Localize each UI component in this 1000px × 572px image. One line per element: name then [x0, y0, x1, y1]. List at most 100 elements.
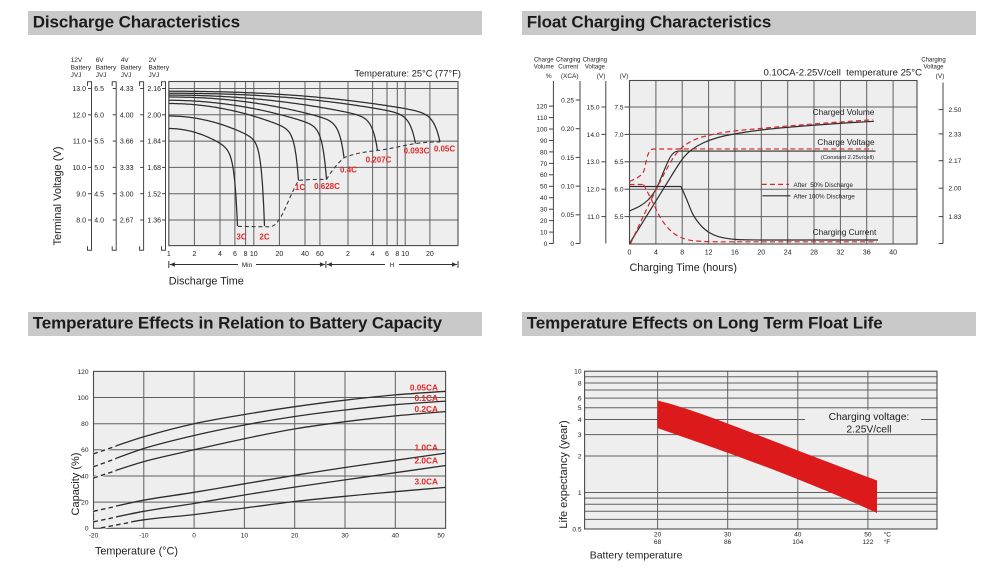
svg-text:1: 1: [167, 251, 171, 258]
svg-text:12V: 12V: [71, 57, 83, 64]
svg-text:JVJ: JVJ: [96, 72, 107, 79]
svg-text:60: 60: [540, 172, 548, 179]
svg-text:Charging Time (hours): Charging Time (hours): [630, 262, 737, 274]
svg-text:4: 4: [578, 417, 582, 424]
svg-text:Charging: Charging: [583, 58, 607, 64]
svg-text:2C: 2C: [259, 232, 269, 241]
svg-text:Battery: Battery: [149, 65, 170, 72]
svg-text:6.0: 6.0: [614, 187, 623, 194]
svg-text:Charging voltage:: Charging voltage:: [829, 412, 910, 423]
svg-text:Voltage: Voltage: [585, 65, 606, 71]
svg-text:4.00: 4.00: [120, 112, 134, 119]
svg-text:3.0CA: 3.0CA: [414, 477, 438, 487]
svg-text:0.05: 0.05: [561, 212, 574, 219]
svg-text:Voltage: Voltage: [923, 65, 944, 71]
svg-text:4: 4: [371, 251, 375, 258]
svg-text:20: 20: [276, 251, 284, 258]
svg-text:12.0: 12.0: [587, 187, 600, 194]
svg-text:60: 60: [81, 447, 89, 454]
svg-text:Charge: Charge: [534, 58, 554, 64]
svg-text:0.2CA: 0.2CA: [414, 404, 438, 414]
svg-text:50: 50: [864, 532, 872, 539]
svg-text:80: 80: [81, 421, 89, 428]
svg-text:0.20: 0.20: [561, 126, 574, 133]
svg-text:6: 6: [385, 251, 389, 258]
svg-text:8: 8: [244, 251, 248, 258]
svg-text:0.207C: 0.207C: [366, 156, 392, 165]
svg-text:40: 40: [81, 473, 89, 480]
svg-text:4.5: 4.5: [94, 191, 104, 198]
svg-text:Charging Current: Charging Current: [813, 227, 877, 237]
svg-text:12.0: 12.0: [72, 112, 86, 119]
svg-text:2.33: 2.33: [949, 131, 962, 138]
svg-text:Terminal Voltage (V): Terminal Voltage (V): [52, 146, 64, 245]
svg-text:4.33: 4.33: [120, 86, 134, 93]
svg-text:4: 4: [654, 250, 658, 257]
svg-text:Battery: Battery: [96, 65, 117, 72]
svg-text:2.00: 2.00: [147, 112, 161, 119]
svg-text:1: 1: [578, 490, 582, 497]
svg-text:30: 30: [341, 533, 349, 540]
svg-text:10.0: 10.0: [72, 165, 86, 172]
svg-text:11.0: 11.0: [587, 214, 600, 221]
svg-text:°C: °C: [884, 531, 892, 539]
svg-text:(XCA): (XCA): [561, 73, 579, 80]
svg-text:2.17: 2.17: [949, 158, 962, 165]
svg-text:30: 30: [724, 532, 732, 539]
svg-text:40: 40: [794, 532, 802, 539]
svg-text:3C: 3C: [236, 232, 246, 241]
svg-text:2.00: 2.00: [949, 186, 962, 193]
svg-text:Min: Min: [242, 262, 253, 269]
svg-text:8: 8: [680, 250, 684, 257]
svg-text:5.5: 5.5: [94, 139, 104, 146]
svg-text:3.00: 3.00: [120, 191, 134, 198]
svg-text:0: 0: [85, 526, 89, 533]
svg-text:1.68: 1.68: [147, 165, 161, 172]
svg-text:1.84: 1.84: [147, 139, 161, 146]
svg-text:Battery temperature: Battery temperature: [590, 550, 683, 562]
svg-text:9.0: 9.0: [76, 191, 86, 198]
svg-text:122: 122: [862, 539, 873, 546]
svg-text:0.05C: 0.05C: [434, 145, 456, 154]
svg-text:0: 0: [570, 241, 574, 248]
svg-text:5: 5: [578, 405, 582, 412]
svg-text:4V: 4V: [121, 57, 130, 64]
svg-text:16: 16: [731, 250, 739, 257]
svg-text:Discharge Time: Discharge Time: [169, 276, 244, 288]
svg-text:Charging: Charging: [921, 58, 945, 64]
svg-text:100: 100: [536, 126, 547, 133]
svg-text:2: 2: [578, 453, 582, 460]
svg-text:120: 120: [536, 104, 547, 111]
svg-text:After 100% Discharge: After 100% Discharge: [794, 193, 856, 200]
svg-text:5.0: 5.0: [94, 165, 104, 172]
svg-text:6: 6: [233, 251, 237, 258]
svg-text:10: 10: [250, 251, 258, 258]
svg-text:40: 40: [301, 251, 309, 258]
svg-text:10: 10: [574, 369, 582, 376]
svg-text:Volume: Volume: [534, 65, 555, 71]
svg-text:After 50% Discharge: After 50% Discharge: [794, 182, 854, 189]
svg-text:6.5: 6.5: [614, 159, 623, 166]
svg-text:0.4C: 0.4C: [340, 166, 357, 175]
svg-text:6.0: 6.0: [94, 112, 104, 119]
svg-text:H: H: [390, 262, 395, 269]
svg-text:Battery: Battery: [121, 65, 142, 72]
svg-text:40: 40: [889, 250, 897, 257]
svg-text:1.83: 1.83: [949, 214, 962, 221]
svg-text:50: 50: [540, 184, 548, 191]
svg-text:1C: 1C: [295, 183, 305, 192]
svg-text:13.0: 13.0: [587, 159, 600, 166]
svg-text:Charge Voltage: Charge Voltage: [817, 137, 875, 147]
svg-text:Life expectancy (year): Life expectancy (year): [558, 420, 570, 528]
svg-text:°F: °F: [884, 538, 891, 546]
svg-text:3.66: 3.66: [120, 139, 134, 146]
svg-text:68: 68: [654, 539, 662, 546]
svg-text:(Constant 2.25v/cell): (Constant 2.25v/cell): [821, 155, 874, 161]
svg-text:40: 40: [540, 195, 548, 202]
svg-text:Temperature (°C): Temperature (°C): [95, 546, 178, 558]
svg-text:0: 0: [628, 250, 632, 257]
svg-text:Charged Volume: Charged Volume: [813, 107, 875, 117]
svg-text:24: 24: [784, 250, 792, 257]
svg-text:(V): (V): [936, 73, 945, 80]
svg-text:5.5: 5.5: [614, 214, 623, 221]
